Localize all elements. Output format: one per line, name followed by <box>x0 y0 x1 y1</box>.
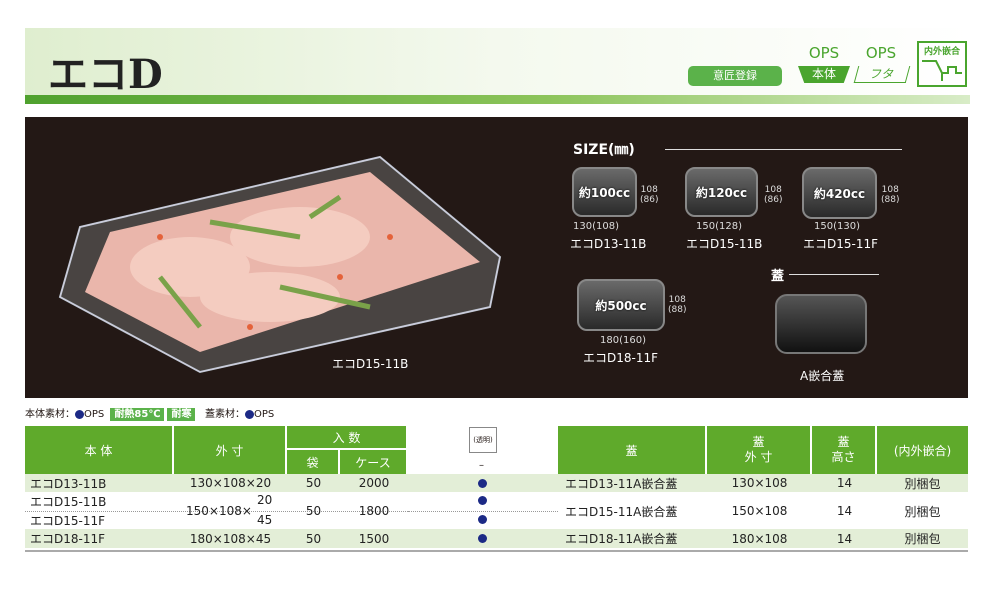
col-header-lid: 蓋 <box>558 426 707 474</box>
fit-label: 内外嵌合 <box>923 47 960 57</box>
cell-lid: エコD13-11A嵌合蓋 <box>565 476 678 491</box>
cell-model: エコD15-11F <box>30 513 106 528</box>
cell-size-h1: 20 <box>257 493 273 507</box>
cold-resistance-tag: 耐寒 <box>167 408 196 421</box>
height-dim: 108 (86) <box>640 185 659 205</box>
ops-dot-icon <box>75 409 84 419</box>
material-line: 本体素材： OPS 耐熱85℃ 耐寒 蓋素材： OPS <box>25 405 275 421</box>
available-dot-icon <box>478 515 487 524</box>
lid-image <box>775 294 867 354</box>
width-dim: 150(130) <box>814 221 860 232</box>
cell-model: エコD18-11F <box>30 532 106 546</box>
cell-lid-height: 14 <box>836 476 853 490</box>
col-header-qty: 入 数 <box>287 426 408 450</box>
cell-pack: 別梱包 <box>904 532 941 546</box>
design-registered-badge: 意匠登録 <box>688 66 782 86</box>
cell-model: エコD13-11B <box>30 476 107 491</box>
model-label: エコD18-11F <box>583 351 659 365</box>
cell-pack: 別梱包 <box>904 476 941 491</box>
lid-material: OPS <box>254 409 275 420</box>
cell-case: 1800 <box>358 504 390 518</box>
ops-lid-label: OPS <box>865 44 897 62</box>
width-dim: 130(108) <box>573 221 619 232</box>
size-heading: SIZE(㎜) <box>573 142 635 158</box>
table-row-bg <box>25 474 968 492</box>
tray-d15-11f: 約420cc <box>802 167 877 219</box>
model-label: エコD15-11F <box>803 237 879 251</box>
width-dim: 180(160) <box>600 335 646 346</box>
table-bottom-rule <box>25 550 968 552</box>
col-header-bag: 袋 <box>287 450 340 474</box>
cell-bag: 50 <box>305 504 322 518</box>
cell-size-h2: 45 <box>257 513 273 527</box>
col-header-lid-outer: 蓋 外 寸 <box>707 426 812 474</box>
fit-profile-icon <box>922 60 962 81</box>
col-header-case: ケース <box>340 450 408 474</box>
cell-lid-outer: 150×108 <box>731 504 788 518</box>
height-dim: 108 (86) <box>764 185 783 205</box>
color-clear-swatch: (透明) <box>469 427 497 453</box>
cell-model: エコD15-11B <box>30 494 107 509</box>
photo-caption: エコD15-11B <box>332 357 409 371</box>
model-label: エコD15-11B <box>686 237 763 251</box>
page-title: エコD <box>48 51 163 98</box>
height-dim: 108 (88) <box>881 185 900 205</box>
color-sub: – <box>479 460 484 471</box>
cell-size: 180×108×45 <box>189 531 272 546</box>
header-band <box>25 28 970 96</box>
tray-d13-11b: 約100cc <box>572 167 637 217</box>
col-header-outer: 外 寸 <box>174 426 287 474</box>
row-divider <box>408 511 558 512</box>
cell-bag: 50 <box>305 531 322 546</box>
ops-body-badge: 本体 <box>798 66 850 83</box>
lid-heading: 蓋 <box>771 269 785 284</box>
cell-case: 1500 <box>358 531 390 546</box>
ops-lid-badge: フタ <box>853 66 911 83</box>
available-dot-icon <box>478 496 487 505</box>
lid-heading-rule <box>789 274 879 275</box>
height-dim: 108 (88) <box>668 295 687 315</box>
row-divider <box>25 511 408 512</box>
ops-body-label: OPS <box>808 44 840 62</box>
cell-lid-height: 14 <box>836 531 853 546</box>
width-dim: 150(128) <box>696 221 742 232</box>
cell-case: 2000 <box>358 476 390 490</box>
heat-resistance-tag: 耐熱85℃ <box>110 408 165 421</box>
cell-bag: 50 <box>305 476 322 490</box>
table-row-bg <box>25 529 968 548</box>
tray-d18-11f: 約500cc <box>577 279 665 331</box>
header-divider <box>25 95 970 104</box>
cell-lid-outer: 130×108 <box>731 476 788 490</box>
product-panel: エコD15-11B SIZE(㎜) 約100cc 108 (86) 130(108… <box>25 117 968 398</box>
inner-outer-fit-badge: 内外嵌合 <box>917 41 967 87</box>
product-photo <box>58 155 502 374</box>
lid-material-label: 蓋素材： <box>205 409 246 420</box>
size-heading-rule <box>665 149 902 150</box>
model-label: エコD13-11B <box>570 237 647 251</box>
cell-pack: 別梱包 <box>904 504 941 519</box>
cell-lid-height: 14 <box>836 504 853 518</box>
lid-caption: A嵌合蓋 <box>800 369 845 383</box>
cell-lid: エコD18-11A嵌合蓋 <box>565 532 678 546</box>
tray-d15-11b: 約120cc <box>685 167 758 217</box>
body-material: OPS <box>84 409 105 420</box>
col-header-body: 本 体 <box>25 426 174 474</box>
body-material-label: 本体素材： <box>25 409 75 420</box>
available-dot-icon <box>478 534 487 543</box>
available-dot-icon <box>478 479 487 488</box>
cell-size: 130×108×20 <box>189 476 272 490</box>
cell-size: 150×108× <box>186 504 252 518</box>
ops-dot-icon <box>245 409 255 419</box>
col-header-lid-height: 蓋 高さ <box>812 426 877 474</box>
cell-lid-outer: 180×108 <box>731 531 788 546</box>
cell-lid: エコD15-11A嵌合蓋 <box>565 504 678 519</box>
col-header-fit: (内外嵌合) <box>877 426 968 474</box>
